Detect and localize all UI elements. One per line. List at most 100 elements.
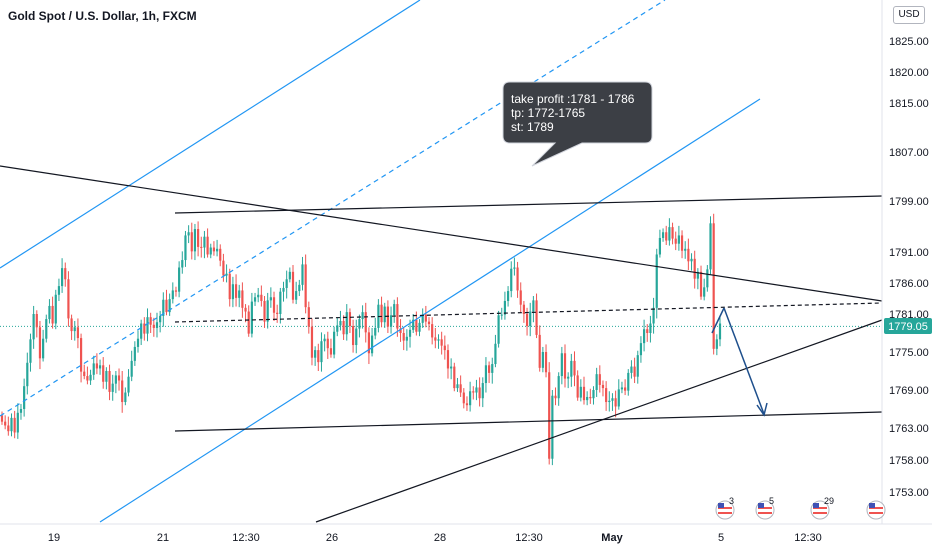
event-badges[interactable]: 3 5 29 — [715, 496, 886, 520]
channel-middle-dashed-line[interactable] — [0, 0, 666, 417]
x-tick-label-4: 28 — [434, 532, 446, 544]
event-badge-flag-stripe-b-2 — [813, 512, 827, 514]
candle-body-62 — [197, 229, 200, 247]
candle-body-201 — [636, 355, 639, 377]
annotation-line-2: tp: 1772-1765 — [511, 106, 585, 120]
candle-body-150 — [475, 387, 478, 393]
candle-body-38 — [121, 380, 124, 403]
candle-body-141 — [446, 350, 450, 369]
channel-lower-line[interactable] — [99, 98, 761, 523]
candle-body-137 — [434, 337, 437, 341]
time-axis-background — [0, 524, 932, 550]
annotation-callout-box — [502, 81, 653, 167]
forecast-arrow-segment-2[interactable] — [723, 307, 765, 415]
candle-body-52 — [165, 299, 168, 313]
x-tick-label-6: May — [601, 532, 623, 544]
candle-body-214 — [677, 235, 680, 244]
candle-body-194 — [614, 398, 617, 407]
candle-body-189 — [598, 374, 601, 385]
time-axis[interactable]: 19 21 12:30 26 28 12:30 May 5 12:30 — [0, 523, 932, 550]
candle-body-4 — [13, 417, 16, 433]
candle-body-5 — [16, 412, 19, 433]
candle-body-70 — [222, 260, 225, 276]
drawing-layer[interactable] — [0, 0, 883, 523]
candle-body-21 — [67, 279, 70, 319]
x-tick-label-0: 19 — [48, 532, 60, 544]
candle-body-121 — [383, 306, 386, 323]
candle-body-63 — [200, 246, 203, 248]
mid-dashed-line[interactable] — [174, 302, 883, 323]
event-badge-1[interactable]: 5 — [755, 496, 775, 520]
candle-body-71 — [225, 273, 228, 276]
candle-body-215 — [680, 235, 684, 251]
candle-body-64 — [203, 236, 206, 248]
candle-body-222 — [703, 287, 706, 297]
forecast-arrow-segment-1[interactable] — [711, 307, 725, 334]
candle-body-206 — [652, 307, 655, 324]
rising-support-line[interactable] — [315, 319, 883, 523]
candle-body-31 — [98, 365, 102, 369]
candle-body-125 — [396, 304, 399, 329]
candle-body-45 — [143, 323, 146, 334]
candle-body-25 — [79, 338, 83, 372]
candle-body-195 — [617, 389, 620, 407]
candle-body-128 — [405, 336, 408, 341]
candle-body-146 — [462, 392, 465, 404]
event-badge-flag-stripe-a-3 — [869, 507, 883, 509]
candle-body-73 — [231, 284, 234, 300]
candle-body-183 — [579, 386, 582, 398]
candle-body-106 — [336, 325, 339, 332]
y-tick-label-2: 1815.00 — [889, 98, 929, 110]
candle-body-198 — [627, 372, 630, 391]
price-axis[interactable]: 1825.00 1820.00 1815.00 1807.00 1799.00 1791.… — [881, 0, 932, 524]
channel-upper-line[interactable] — [0, 0, 421, 269]
y-tick-label-10: 1763.00 — [889, 423, 929, 435]
event-badge-3[interactable] — [866, 500, 886, 520]
event-badge-flag-stripe-b-1 — [758, 512, 772, 514]
annotation-callout[interactable]: take profit :1781 - 1786 tp: 1772-1765 s… — [502, 81, 653, 167]
candle-body-226 — [715, 339, 718, 349]
candle-body-16 — [51, 305, 54, 324]
candle-body-57 — [181, 260, 184, 268]
candle-body-184 — [582, 386, 586, 401]
candle-body-99 — [314, 350, 317, 358]
event-badge-flag-canton-3 — [869, 503, 875, 508]
candle-body-190 — [601, 384, 605, 389]
candle-body-173 — [548, 372, 551, 459]
event-badge-flag-canton-1 — [758, 503, 764, 508]
candle-body-84 — [266, 300, 269, 322]
resistance-line[interactable] — [174, 195, 883, 214]
candle-body-151 — [478, 387, 481, 399]
event-badge-0[interactable]: 3 — [715, 496, 735, 520]
candle-body-203 — [642, 329, 646, 344]
candle-body-204 — [646, 329, 649, 333]
candle-body-172 — [544, 352, 548, 373]
descending-trendline[interactable] — [0, 165, 883, 302]
candle-body-219 — [693, 258, 696, 279]
candle-body-154 — [488, 365, 491, 373]
candle-body-32 — [102, 365, 105, 382]
candle-body-212 — [671, 227, 674, 239]
candle-body-81 — [257, 294, 260, 298]
candle-body-145 — [459, 384, 462, 393]
candle-body-140 — [443, 345, 446, 351]
candle-body-15 — [48, 305, 51, 320]
candle-body-7 — [23, 386, 26, 409]
y-tick-label-4: 1799.00 — [889, 196, 929, 208]
candle-body-53 — [168, 299, 171, 313]
candle-body-131 — [415, 319, 418, 332]
candle-body-174 — [551, 395, 554, 459]
candle-body-97 — [307, 307, 310, 327]
candle-body-152 — [481, 383, 484, 399]
event-badge-flag-stripe-b-0 — [718, 512, 732, 514]
candle-body-192 — [608, 400, 611, 403]
currency-button[interactable]: USD — [893, 6, 925, 24]
event-badge-2[interactable]: 29 — [810, 496, 834, 520]
candle-body-79 — [250, 301, 253, 334]
event-badge-flag-canton-2 — [813, 503, 819, 508]
candle-body-207 — [655, 254, 658, 308]
candle-body-33 — [105, 371, 108, 382]
